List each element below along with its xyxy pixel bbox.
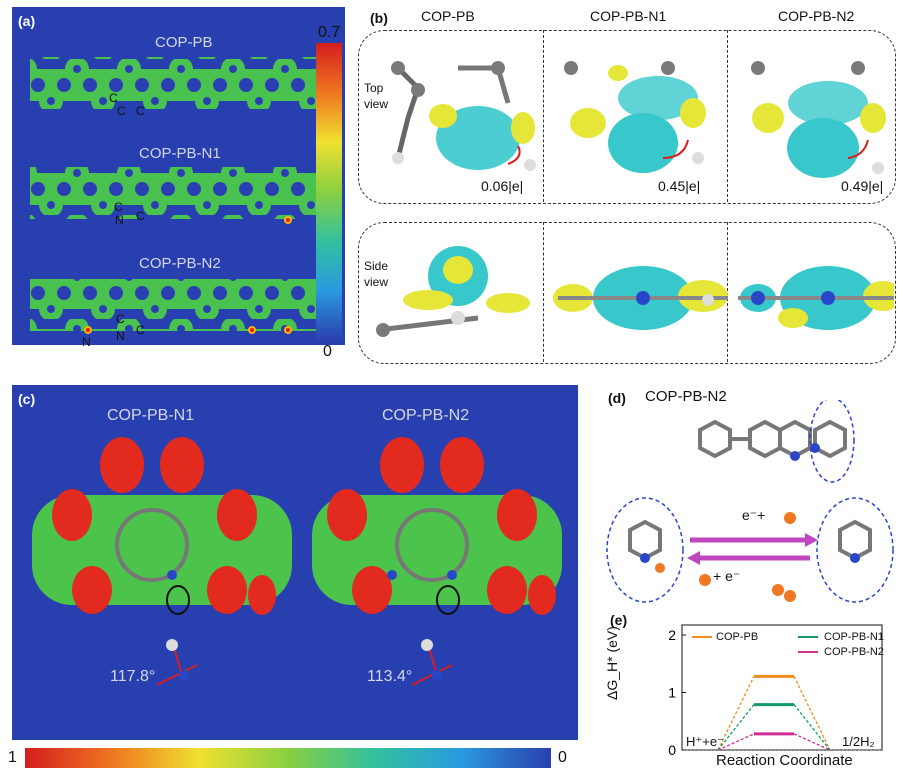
legend-cop-pb: COP-PB	[716, 631, 759, 643]
panel-e-label: (e)	[610, 612, 628, 628]
top-view-cop-pb	[391, 61, 536, 171]
elf-title-n2: COP-PB-N2	[382, 407, 470, 424]
top-view-label: Top view	[364, 81, 389, 111]
charge-transfer-label: 0.49|e|	[841, 178, 884, 194]
atom-label: C	[136, 323, 145, 337]
colorbar-left-label: 1	[8, 749, 17, 766]
top-view-cop-pb-n1	[564, 61, 706, 173]
side-view-cop-pb	[376, 246, 530, 337]
top-view-box	[358, 30, 896, 204]
panel-d-title: COP-PB-N2	[645, 388, 727, 405]
divider	[727, 222, 728, 362]
col-title: COP-PB	[421, 8, 475, 24]
colorbar-right-label: 0	[558, 749, 567, 766]
state-right-ellipse	[816, 497, 894, 603]
atom-label: N	[116, 329, 125, 343]
state-left-ellipse	[606, 497, 684, 603]
charge-density-views	[376, 61, 894, 337]
row-title-cop-pb-n1: COP-PB-N1	[139, 145, 221, 162]
panel-a: (a) COP-PB COP-PB-N1 COP-PB-N2 C C C C N…	[12, 7, 345, 349]
panel-d-schematic	[606, 400, 894, 603]
x-start-label: H⁺+e⁻	[686, 734, 724, 749]
panel-c: (c) COP-PB-N1 COP-PB-N2 117.8° 113.4°	[12, 385, 578, 740]
bond-angle-n1: 117.8°	[110, 668, 156, 685]
series-connector-left	[717, 676, 755, 751]
top-view-cop-pb-n2	[751, 61, 886, 178]
y-tick-label: 1	[668, 685, 676, 701]
atom-label: C	[109, 91, 118, 105]
panel-c-label: (c)	[18, 391, 36, 407]
row-title-cop-pb-n2: COP-PB-N2	[139, 255, 221, 272]
side-view-cop-pb-n2	[738, 266, 894, 330]
charge-transfer-label: 0.45|e|	[658, 178, 701, 194]
arrow-bottom-label: + e⁻	[713, 568, 741, 584]
y-tick-label: 2	[668, 627, 676, 643]
y-tick-label: 0	[668, 742, 676, 758]
bond-angle-n2: 113.4°	[367, 668, 413, 685]
panel-a-label: (a)	[18, 13, 36, 29]
highlight-ellipse	[809, 400, 855, 483]
side-view-label: Side view	[364, 259, 389, 289]
elf-map-cop-pb-n2	[312, 437, 562, 686]
elf-maps	[32, 437, 562, 686]
energy-chart: 0 1 2	[668, 624, 883, 758]
x-axis-title: Reaction Coordinate	[716, 752, 853, 769]
panel-a-density-maps	[30, 57, 330, 334]
panel-c-colorbar	[25, 748, 551, 768]
divider	[543, 30, 544, 202]
colorbar-min-label: 0	[323, 343, 332, 360]
panel-b-label: (b)	[370, 10, 388, 26]
atom-label: C	[136, 209, 145, 223]
panel-d-label: (d)	[608, 390, 626, 406]
series-connector-left	[717, 733, 755, 751]
y-axis-title: ΔG_H* (eV)	[604, 626, 620, 700]
panel-a-colorbar	[316, 43, 342, 341]
molecule	[698, 419, 847, 461]
atom-label: N	[115, 213, 124, 227]
atom-label: C	[117, 104, 126, 118]
divider	[543, 222, 544, 362]
legend-cop-pb-n1: COP-PB-N1	[824, 631, 884, 643]
elf-title-n1: COP-PB-N1	[107, 407, 195, 424]
col-title: COP-PB-N2	[778, 8, 855, 24]
arrow-top-label: e⁻+	[742, 507, 766, 523]
charge-transfer-label: 0.06|e|	[481, 178, 524, 194]
atom-label: C	[136, 104, 145, 118]
row-title-cop-pb: COP-PB	[155, 34, 213, 51]
side-view-box	[358, 222, 896, 364]
elf-map-cop-pb-n1	[32, 437, 292, 686]
colorbar-max-label: 0.7	[318, 24, 341, 41]
col-title: COP-PB-N1	[590, 8, 667, 24]
side-view-cop-pb-n1	[553, 266, 728, 330]
atom-label: C	[116, 312, 125, 326]
series-connector-right	[793, 676, 831, 751]
legend-cop-pb-n2: COP-PB-N2	[824, 646, 884, 658]
atom-label: C	[114, 200, 123, 214]
atom-label: N	[82, 335, 91, 349]
series-connector-right	[793, 733, 831, 751]
x-end-label: 1/2H₂	[842, 734, 875, 749]
divider	[727, 30, 728, 202]
